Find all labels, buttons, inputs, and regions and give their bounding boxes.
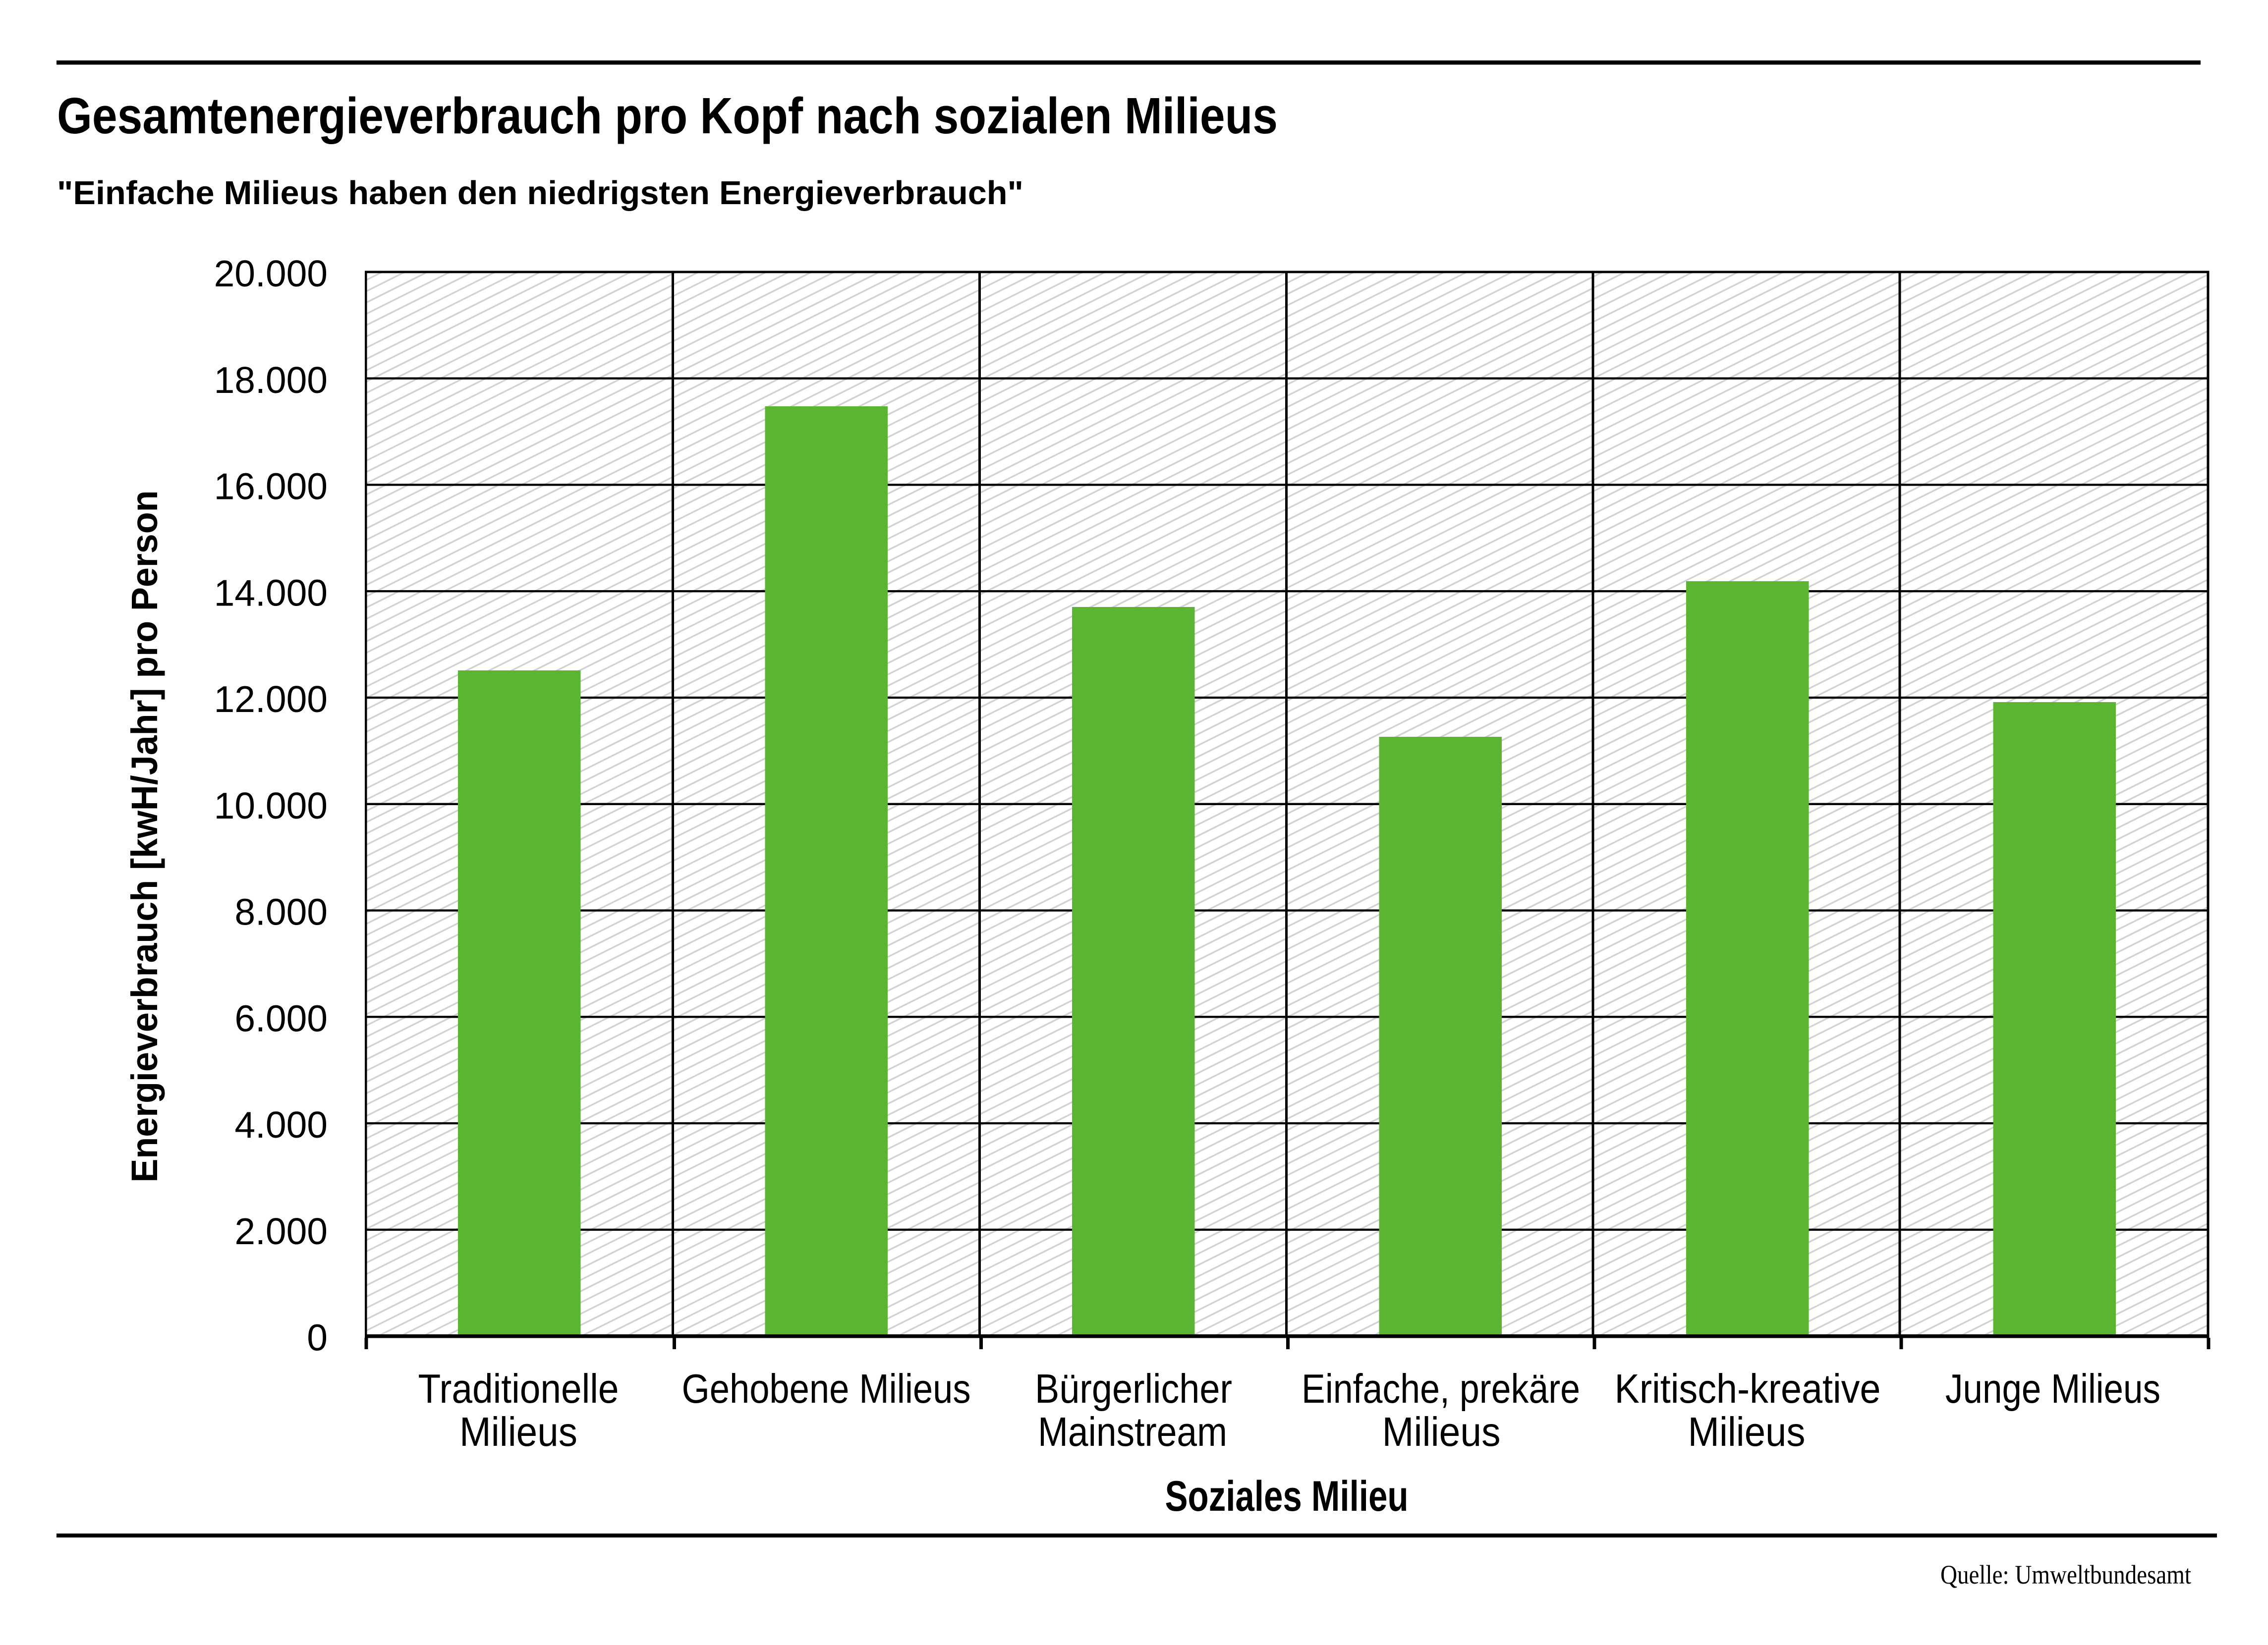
svg-text:2.000: 2.000 [234, 1210, 328, 1252]
svg-text:Milieus: Milieus [459, 1409, 577, 1455]
svg-text:Gesamtenergieverbrauch pro Kop: Gesamtenergieverbrauch pro Kopf nach soz… [57, 87, 1278, 144]
svg-text:Bürgerlicher: Bürgerlicher [1035, 1366, 1232, 1412]
svg-text:Junge Milieus: Junge Milieus [1945, 1366, 2160, 1412]
svg-text:Einfache, prekäre: Einfache, prekäre [1302, 1366, 1580, 1412]
svg-text:Mainstream: Mainstream [1038, 1409, 1227, 1455]
svg-text:Energieverbrauch [kwH/Jahr] pr: Energieverbrauch [kwH/Jahr] pro Person [124, 491, 165, 1183]
svg-text:14.000: 14.000 [214, 572, 328, 613]
svg-text:Soziales Milieu: Soziales Milieu [1165, 1473, 1409, 1520]
svg-text:Traditionelle: Traditionelle [418, 1366, 619, 1412]
svg-text:18.000: 18.000 [214, 359, 328, 401]
svg-text:Milieus: Milieus [1688, 1409, 1806, 1455]
svg-text:16.000: 16.000 [214, 466, 328, 507]
svg-text:20.000: 20.000 [214, 253, 328, 294]
svg-text:6.000: 6.000 [234, 997, 328, 1039]
svg-text:12.000: 12.000 [214, 678, 328, 720]
svg-text:8.000: 8.000 [234, 891, 328, 933]
svg-text:Milieus: Milieus [1382, 1409, 1501, 1455]
svg-text:"Einfache Milieus haben den ni: "Einfache Milieus haben den niedrigsten … [57, 174, 1023, 212]
svg-text:Gehobene Milieus: Gehobene Milieus [682, 1366, 971, 1412]
svg-text:Kritisch-kreative: Kritisch-kreative [1615, 1366, 1881, 1412]
svg-text:10.000: 10.000 [214, 785, 328, 826]
svg-text:0: 0 [307, 1317, 328, 1359]
svg-text:Quelle: Umweltbundesamt: Quelle: Umweltbundesamt [1940, 1560, 2191, 1590]
svg-text:4.000: 4.000 [234, 1104, 328, 1146]
